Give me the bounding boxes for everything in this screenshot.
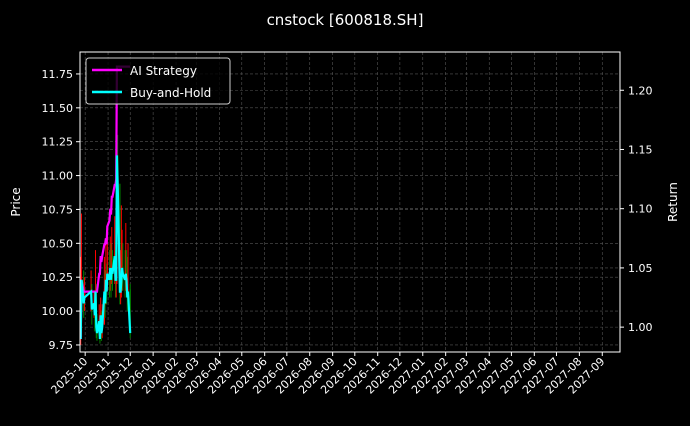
y-tick-label: 9.75 — [49, 339, 74, 352]
y-tick-label: 11.50 — [42, 102, 74, 115]
y2-tick-label: 1.10 — [628, 203, 653, 216]
candle-body — [129, 289, 131, 331]
series-line-buy-and-hold — [79, 155, 132, 340]
y-tick-label: 11.25 — [42, 136, 74, 149]
y-tick-label: 10.00 — [42, 305, 74, 318]
y2-tick-label: 1.20 — [628, 84, 653, 97]
y-tick-label: 11.75 — [42, 68, 74, 81]
plot-frame — [79, 51, 621, 353]
legend-label-buy-and-hold: Buy-and-Hold — [130, 86, 211, 100]
y-tick-label: 10.25 — [42, 271, 74, 284]
y-axis-label: Price — [9, 187, 23, 216]
y-tick-label: 10.50 — [42, 237, 74, 250]
candle-body — [119, 183, 121, 290]
y2-tick-label: 1.15 — [628, 143, 653, 156]
y2-axis-label: Return — [666, 182, 680, 222]
return-lines — [79, 65, 132, 340]
y-tick-label: 11.00 — [42, 170, 74, 183]
y2-tick-label: 1.00 — [628, 321, 653, 334]
legend: AI Strategy Buy-and-Hold — [85, 57, 231, 105]
legend-label-ai-strategy: AI Strategy — [130, 64, 197, 78]
y-tick-label: 10.75 — [42, 203, 74, 216]
chart-title: cnstock [600818.SH] — [267, 11, 424, 29]
y2-tick-label: 1.05 — [628, 262, 653, 275]
axis-ticks: 2025-102025-112025-122026-012026-022026-… — [42, 68, 653, 397]
